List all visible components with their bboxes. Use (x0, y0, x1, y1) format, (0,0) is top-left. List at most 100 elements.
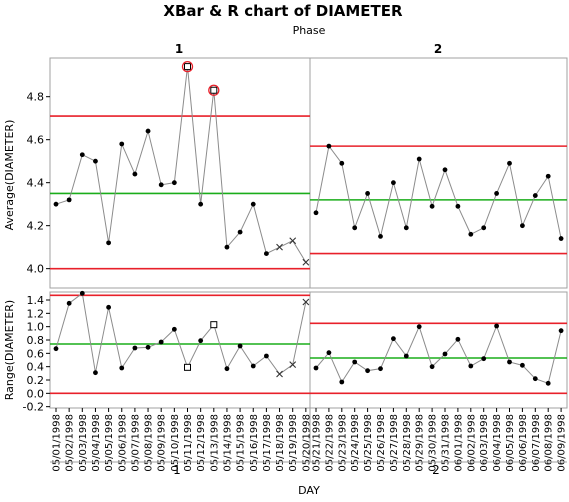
range-panel-frame (49, 291, 568, 409)
x-tick-label: 05/03/1998 (78, 414, 89, 472)
xbar-data-point (198, 201, 204, 207)
x-tick-label: 05/06/1998 (117, 414, 128, 472)
xbar-data-point (250, 201, 256, 207)
xbar-data-point (145, 128, 151, 134)
range-y-tick-label: 1.0 (27, 321, 45, 334)
range-data-point (224, 366, 230, 372)
range-data-point (158, 339, 164, 345)
xbar-data-point (507, 160, 512, 166)
xbar-data-point (171, 180, 177, 186)
range-data-point (79, 290, 85, 296)
range-data-point (326, 350, 332, 356)
range-data-point (507, 359, 512, 365)
xbar-data-point (403, 225, 409, 231)
xbar-data-point (352, 225, 358, 231)
range-series-line-phase-1 (55, 292, 307, 375)
phase-1-axis-label: 1 (173, 463, 181, 477)
x-tick-label: 05/16/1998 (249, 414, 260, 472)
range-data-point (429, 364, 435, 370)
range-y-axis-label: Range(DIAMETER) (3, 300, 16, 400)
xbar-data-point (455, 203, 461, 209)
xbar-data-point (79, 152, 85, 158)
range-data-point (558, 328, 564, 334)
x-axis-label: DAY (298, 484, 320, 497)
range-data-point (494, 323, 499, 329)
xbar-data-point (558, 236, 564, 241)
x-tick-label: 05/17/1998 (262, 414, 273, 472)
x-tick-label: 05/27/1998 (389, 414, 400, 472)
xbar-data-point (429, 203, 435, 209)
xbar-y-tick-label: 4.0 (27, 263, 45, 276)
range-data-point (468, 363, 474, 369)
range-data-point (545, 380, 551, 386)
phase-2-axis-label: 2 (432, 463, 440, 477)
range-data-point (198, 338, 204, 344)
range-data-point (53, 346, 59, 352)
range-data-point (455, 336, 461, 342)
x-tick-label: 05/21/1998 (312, 414, 323, 472)
phase-1-label: 1 (175, 42, 183, 56)
x-tick-label: 05/30/1998 (428, 414, 439, 472)
x-tick-label: 06/04/1998 (492, 414, 503, 472)
x-tick-label: 05/18/1998 (275, 414, 286, 472)
x-tick-label: 05/12/1998 (196, 414, 207, 472)
range-data-point-excluded (276, 370, 283, 378)
range-y-tick-label: 0.0 (27, 387, 45, 400)
range-data-point (119, 365, 125, 371)
x-tick-label: 05/05/1998 (104, 414, 115, 472)
range-data-point (391, 336, 396, 342)
x-tick-label: 06/09/1998 (557, 414, 568, 472)
x-tick-label: 06/03/1998 (479, 414, 490, 472)
xbar-series-line-phase-2 (315, 144, 562, 239)
xbar-data-point (237, 229, 243, 235)
range-series-line-phase-2 (315, 324, 562, 384)
x-tick-label: 06/06/1998 (518, 414, 529, 472)
x-marker-stroke (289, 237, 297, 245)
range-data-point (106, 304, 111, 310)
range-y-tick-label: -0.2 (23, 401, 44, 414)
range-data-point (264, 353, 269, 359)
x-marker-stroke (302, 298, 310, 306)
xbar-y-tick-label: 4.2 (27, 220, 45, 233)
x-tick-label: 05/25/1998 (363, 414, 374, 472)
x-tick-label: 06/07/1998 (531, 414, 542, 472)
x-marker-stroke (276, 370, 283, 378)
xbar-data-point (442, 167, 448, 173)
range-data-point-excluded (302, 298, 310, 306)
x-tick-label: 05/28/1998 (402, 414, 413, 472)
xbar-data-point (481, 225, 487, 231)
xbar-data-point-square (184, 63, 191, 71)
range-data-point (145, 344, 151, 350)
x-tick-label: 05/07/1998 (130, 414, 141, 472)
range-data-point (378, 366, 383, 372)
xbar-data-point-square (210, 86, 218, 94)
x-tick-label: 05/13/1998 (209, 414, 220, 472)
x-marker-stroke (302, 258, 310, 266)
range-data-point (481, 356, 487, 362)
x-marker-stroke (289, 361, 297, 369)
xbar-data-point (313, 210, 319, 216)
range-data-point (250, 363, 256, 369)
xbar-data-point (378, 234, 383, 239)
xbar-out-of-control-flag (181, 60, 194, 73)
xbar-data-point (158, 182, 164, 188)
range-data-point (237, 343, 243, 349)
range-data-point (339, 379, 345, 385)
xbar-series-line-phase-1 (55, 66, 307, 263)
range-data-point (416, 324, 422, 330)
x-tick-label: 05/31/1998 (441, 414, 452, 472)
xbar-y-tick-label: 4.4 (27, 177, 45, 190)
xbar-data-point (53, 201, 59, 207)
range-y-tick-label: 1.2 (27, 307, 45, 320)
x-tick-label: 05/26/1998 (376, 414, 387, 472)
x-tick-label: 05/10/1998 (170, 414, 181, 472)
xbar-data-point (339, 160, 345, 166)
xbar-data-point (494, 191, 499, 196)
range-data-point (132, 345, 138, 351)
xbar-data-point (93, 158, 98, 164)
range-data-point (352, 359, 358, 365)
range-data-point (442, 351, 448, 357)
phase-2-label: 2 (434, 42, 442, 56)
x-tick-label: 05/15/1998 (236, 414, 247, 472)
